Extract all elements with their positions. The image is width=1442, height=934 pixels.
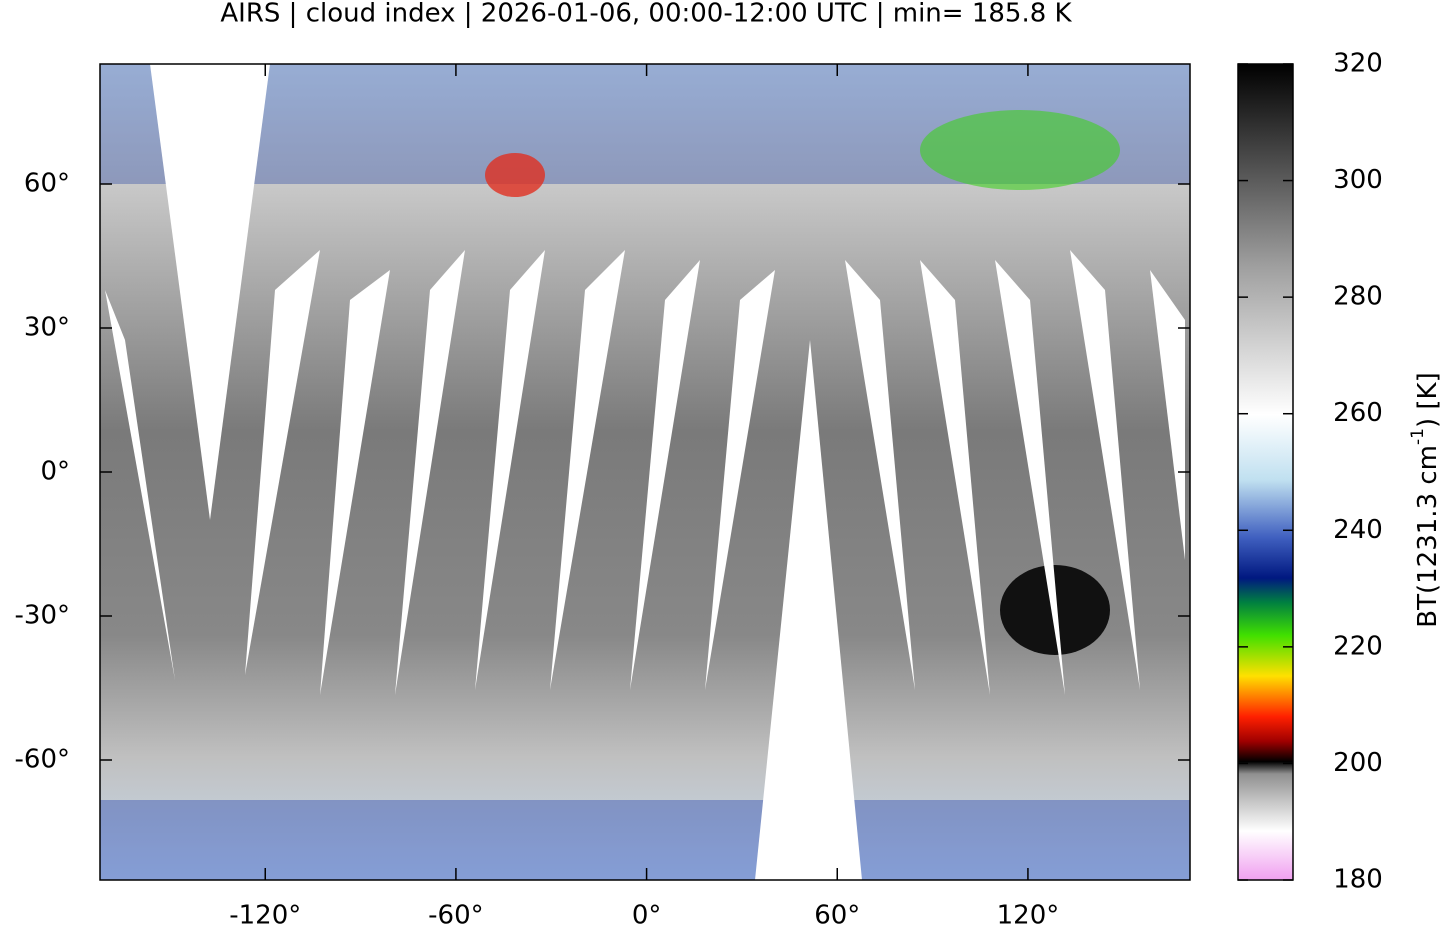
colorbar bbox=[1237, 63, 1294, 881]
x-tick-label: 120° bbox=[997, 901, 1060, 931]
colorbar-tick-label: 320 bbox=[1333, 49, 1383, 79]
y-tick-label: -60° bbox=[15, 745, 70, 775]
title: AIRS | cloud index | 2026-01-06, 00:00-1… bbox=[220, 0, 1072, 29]
colorbar-label: BT(1231.3 cm-1) [K] bbox=[1408, 372, 1442, 627]
colorbar-tick-label: 260 bbox=[1333, 398, 1383, 428]
colorbar-tick-label: 200 bbox=[1333, 748, 1383, 778]
x-tick-label: -120° bbox=[229, 901, 301, 931]
colorbar-tick-label: 300 bbox=[1333, 165, 1383, 195]
y-tick-label: 0° bbox=[40, 457, 70, 487]
colorbar-tick-label: 220 bbox=[1333, 631, 1383, 661]
y-tick-label: -30° bbox=[15, 601, 70, 631]
colorbar-tick-label: 280 bbox=[1333, 282, 1383, 312]
map-image bbox=[100, 64, 1190, 880]
y-tick-label: 60° bbox=[24, 169, 70, 199]
colorbar-tick-label: 180 bbox=[1333, 865, 1383, 895]
x-tick-label: 60° bbox=[814, 901, 860, 931]
colorbar-tick-label: 240 bbox=[1333, 515, 1383, 545]
y-tick-label: 30° bbox=[24, 313, 70, 343]
x-tick-label: -60° bbox=[428, 901, 483, 931]
x-tick-label: 0° bbox=[632, 901, 662, 931]
